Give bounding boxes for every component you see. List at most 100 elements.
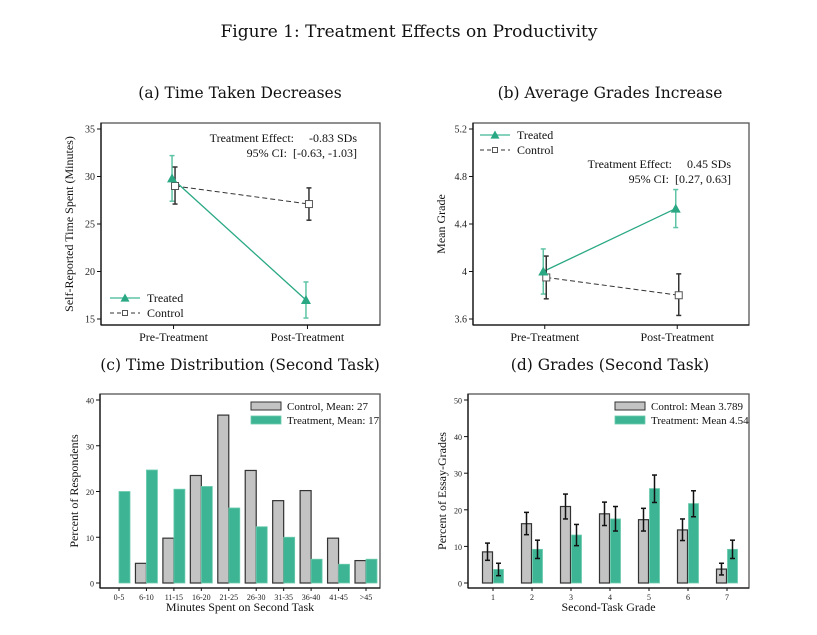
treatment-bar: [310, 558, 323, 584]
legend-control-swatch: [614, 401, 646, 411]
control-bar: [189, 474, 202, 584]
legend-treated-label: Treated: [147, 291, 183, 305]
control-series-line: [174, 185, 310, 205]
panel-d-xtick-label: 3: [569, 593, 573, 602]
panel-a-title: (a) Time Taken Decreases: [138, 84, 341, 102]
panel-d-ytick-label: 20: [454, 506, 462, 515]
legend-treatment-label: Treatment: Mean 4.54: [651, 415, 749, 427]
panel-d-xtick-label: 6: [686, 593, 690, 602]
treated-point: [538, 266, 549, 276]
control-bar: [134, 562, 148, 584]
panel-c-legend: Control, Mean: 27 Treatment, Mean: 17: [250, 401, 380, 427]
treated-series-line: [542, 207, 677, 273]
figure-title: Figure 1: Treatment Effects on Productiv…: [221, 22, 598, 42]
panel-c-ytick-label: 0: [90, 580, 94, 589]
panel-d-xtick-label: 2: [530, 593, 534, 602]
panel-b-ytick-label: 4: [462, 267, 467, 278]
legend-treatment-label: Treatment, Mean: 17: [287, 415, 380, 427]
panel-b-ytick-label: 5.2: [455, 125, 468, 136]
treatment-bar: [283, 536, 296, 584]
legend-control-label: Control: Mean 3.789: [651, 401, 743, 413]
panel-c-xtick-label: 6-10: [139, 593, 154, 602]
treated-point: [300, 295, 311, 304]
control-point: [304, 200, 313, 209]
treatment-bar: [365, 558, 378, 584]
panel-c-ytick-label: 40: [86, 397, 94, 406]
legend-control-swatch: [250, 401, 282, 411]
panel-a-ytick-label: 35: [85, 125, 95, 136]
panel-d-title: (d) Grades (Second Task): [511, 356, 709, 374]
panel-d-xlabel: Second-Task Grade: [561, 600, 655, 614]
panel-a-ylabel: Self-Reported Time Spent (Minutes): [62, 136, 76, 312]
panel-d-ytick-label: 10: [454, 543, 462, 552]
treatment-bar: [255, 526, 268, 584]
control-bar: [244, 469, 257, 584]
panel-c-xtick-label: 31-35: [274, 593, 293, 602]
treatment-bar: [338, 563, 350, 584]
treated-point: [167, 173, 178, 183]
panel-c-xtick-label: 26-30: [247, 593, 266, 602]
ci-annotation: 95% CI: [-0.63, -1.03]: [247, 146, 357, 160]
panel-b-frame: [472, 122, 750, 326]
legend-treated-marker: [490, 130, 500, 139]
treatment-effect-annotation: Treatment Effect: -0.83 SDs: [210, 131, 358, 145]
panel-d-xtick-label: 7: [725, 593, 729, 602]
legend-treated-label: Treated: [517, 128, 553, 142]
control-bar: [272, 500, 285, 584]
treatment-effect-annotation: Treatment Effect: 0.45 SDs: [588, 157, 732, 171]
panel-a-ytick-label: 15: [85, 315, 95, 326]
legend-treated-marker: [120, 293, 130, 302]
panel-b-ylabel: Mean Grade: [434, 194, 448, 254]
legend-control-label: Control, Mean: 27: [287, 401, 368, 413]
panel-c-xtick-label: 21-25: [219, 593, 238, 602]
panel-d: 0 10 20 30 40 50 Percent of Essay-Grades 1 2 3 4 5 6…: [435, 393, 750, 614]
panel-b-ytick-label: 4.8: [455, 172, 468, 183]
panel-d-ytick-label: 40: [454, 433, 462, 442]
panel-c-title: (c) Time Distribution (Second Task): [100, 356, 380, 374]
panel-c-ytick-label: 10: [86, 534, 94, 543]
panel-c-ytick-label: 20: [86, 488, 94, 497]
panel-d-ytick-label: 50: [454, 397, 462, 406]
panel-c-xtick-label: >45: [360, 593, 373, 602]
control-point: [171, 182, 180, 190]
panel-d-xtick-label: 1: [491, 593, 495, 602]
control-point: [674, 291, 683, 300]
panel-c-xtick-label: 41-45: [329, 593, 348, 602]
panel-c-xlabel: Minutes Spent on Second Task: [166, 600, 314, 614]
treatment-bar: [228, 507, 241, 584]
legend-control-marker: [492, 147, 498, 153]
panel-c-xtick-label: 0-5: [114, 593, 125, 602]
panel-a-ytick-label: 25: [85, 220, 95, 231]
treatment-bar: [200, 486, 213, 584]
legend-control-marker: [122, 310, 128, 316]
panel-a-xtick-label: Pre-Treatment: [139, 330, 209, 344]
ci-annotation: 95% CI: [0.27, 0.63]: [629, 172, 731, 186]
panel-d-xtick-label: 4: [608, 593, 612, 602]
panel-d-ytick-label: 30: [454, 470, 462, 479]
legend-control-label: Control: [147, 306, 184, 320]
control-bar: [217, 414, 230, 584]
panel-c-xtick-label: 16-20: [192, 593, 211, 602]
panel-b-title: (b) Average Grades Increase: [498, 84, 723, 102]
panel-a: 15 20 25 30 35 Self-Reported Time Spent (Minu…: [62, 122, 381, 344]
panel-b-ytick-label: 3.6: [455, 315, 468, 326]
panel-a-xtick-label: Post-Treatment: [271, 330, 345, 344]
control-bar: [162, 537, 175, 584]
treated-point: [670, 203, 681, 213]
legend-treatment-swatch: [250, 415, 282, 425]
control-bar: [326, 537, 340, 584]
panel-b-xtick-label: Post-Treatment: [640, 330, 714, 344]
panel-c-xtick-label: 11-15: [165, 593, 183, 602]
treatment-bar: [146, 469, 158, 584]
control-series-line: [546, 276, 679, 296]
panel-d-ytick-label: 0: [458, 580, 462, 589]
treatment-bar: [173, 488, 186, 584]
legend-treatment-swatch: [614, 415, 646, 425]
treated-series-line: [171, 177, 307, 301]
control-bar: [354, 559, 367, 584]
panel-a-ytick-label: 20: [85, 267, 95, 278]
panel-d-ylabel: Percent of Essay-Grades: [435, 432, 449, 550]
